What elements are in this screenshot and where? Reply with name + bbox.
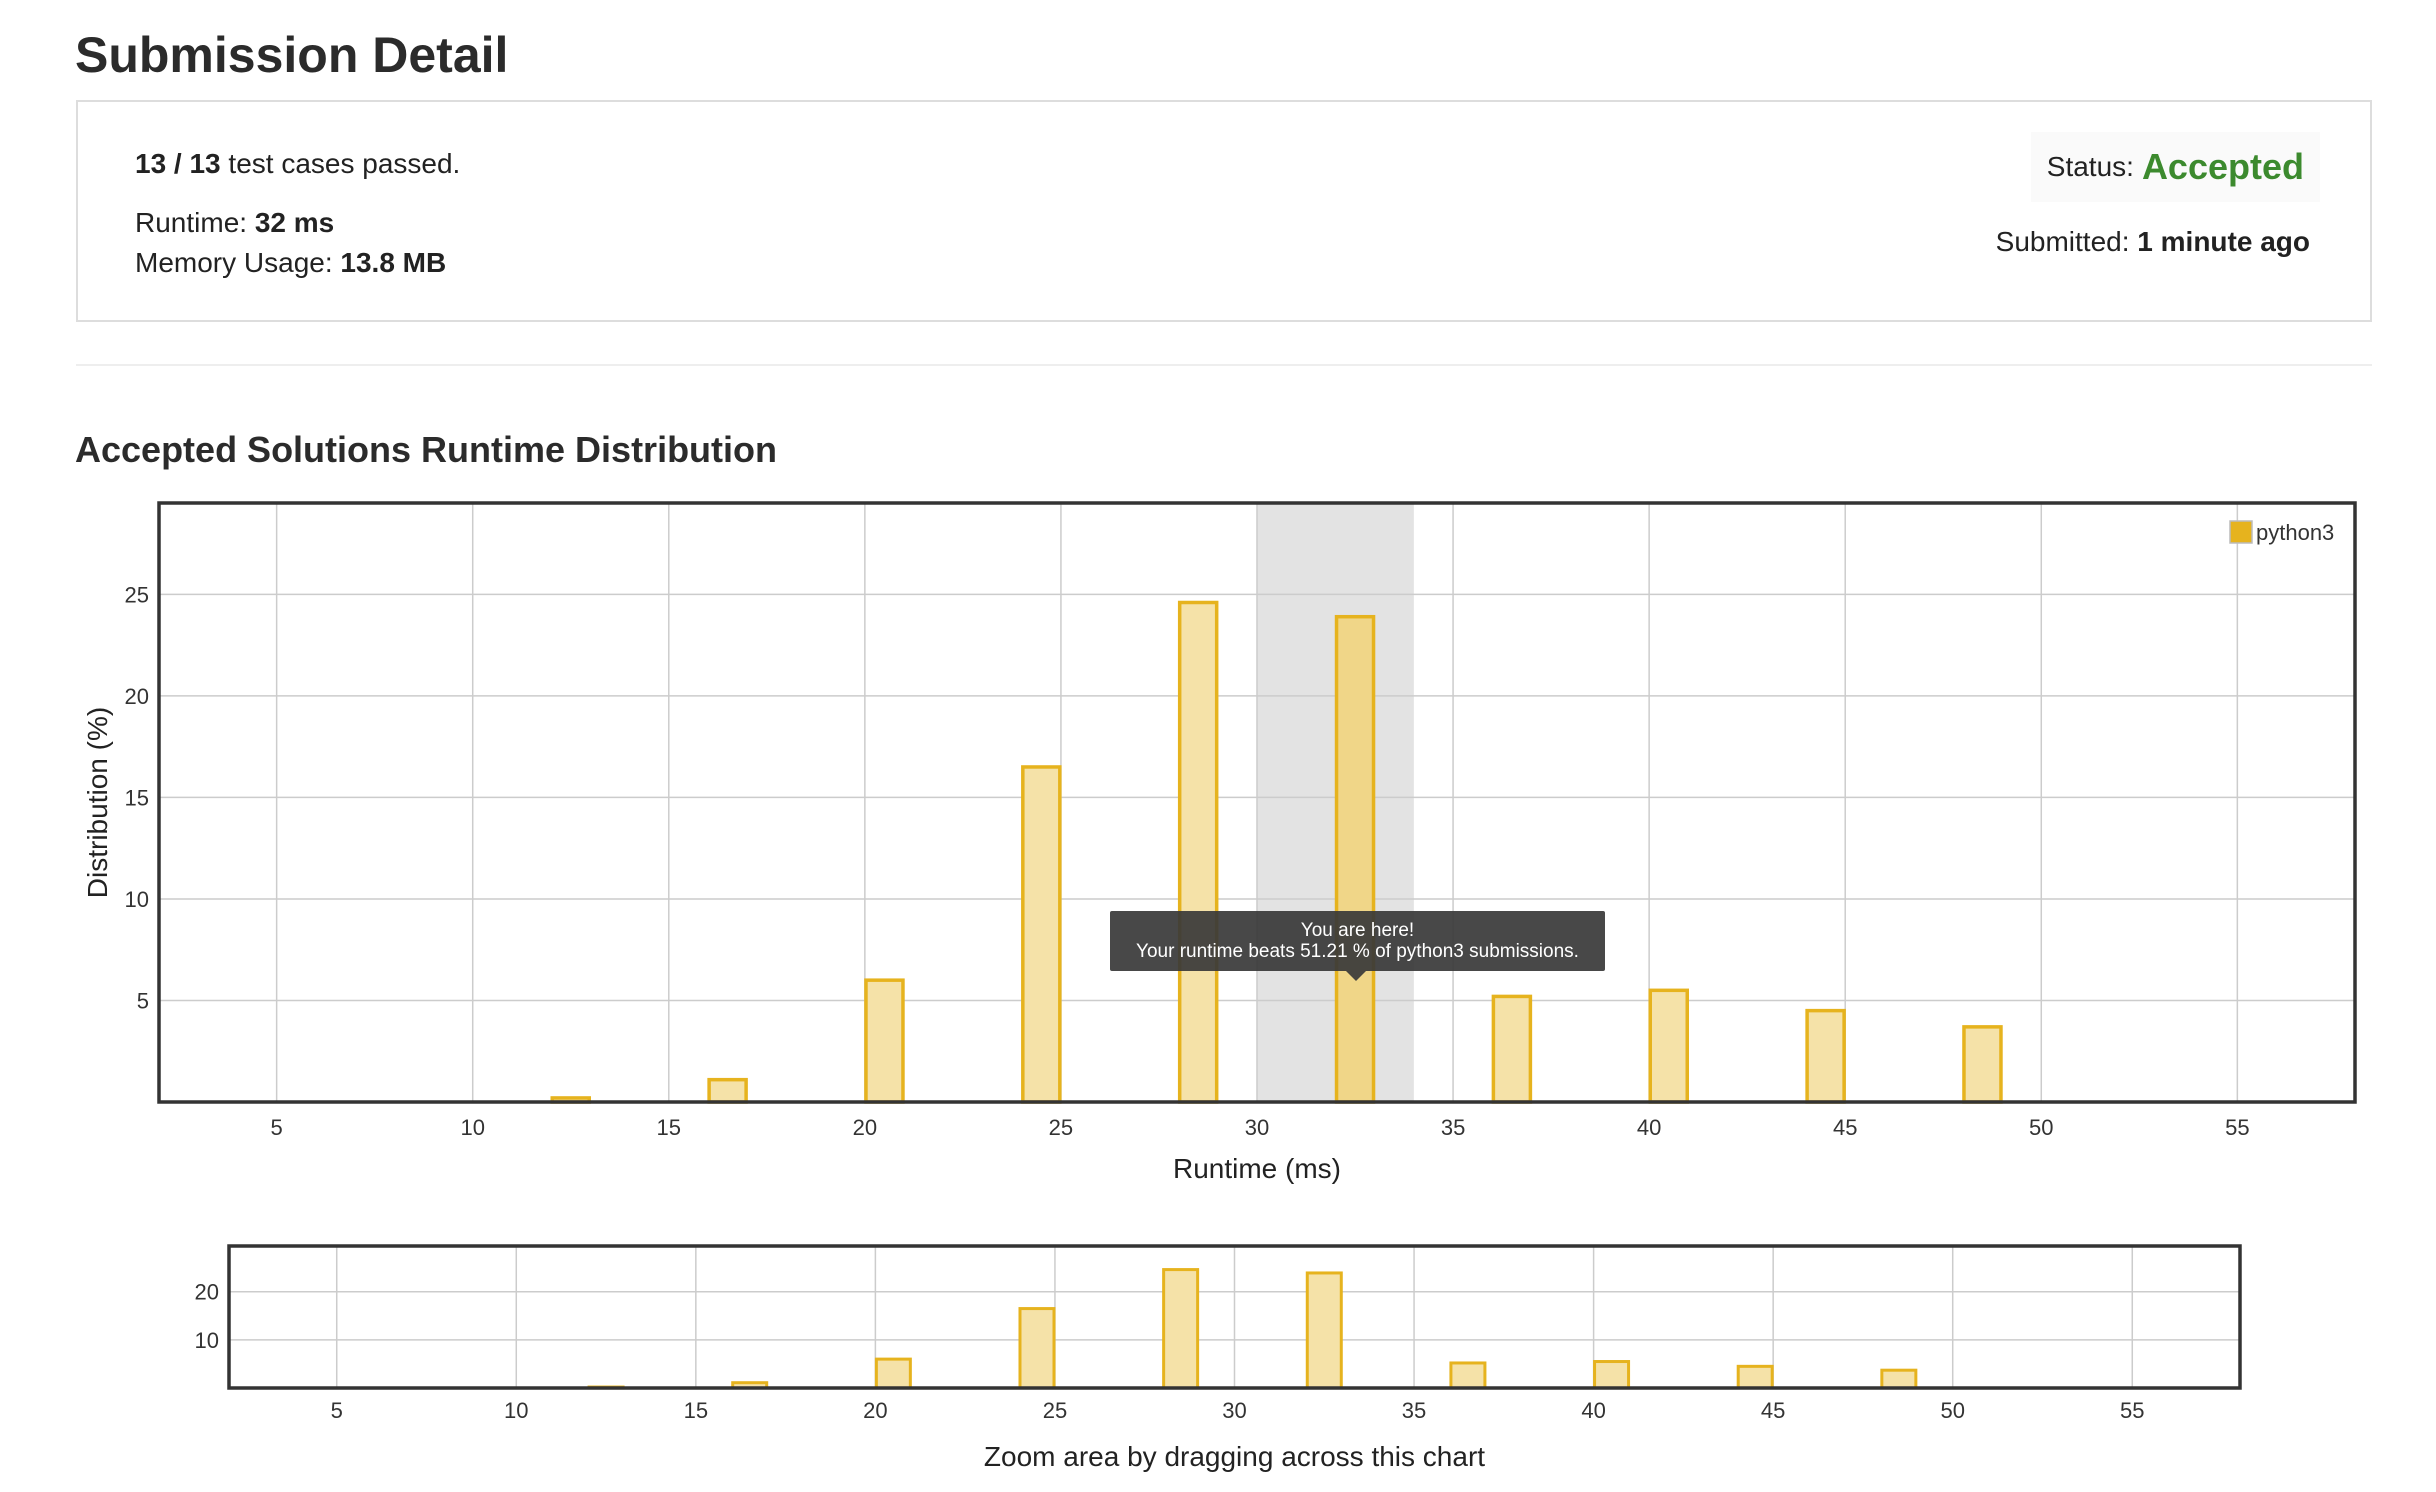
legend-label: python3 — [2256, 520, 2334, 545]
page-title: Submission Detail — [75, 27, 509, 83]
bar — [1593, 1360, 1631, 1390]
tooltip-text: Your runtime beats 51.21 % of python3 su… — [1136, 941, 1579, 962]
x-tick-label: 5 — [331, 1398, 343, 1423]
x-tick-label: 45 — [1761, 1398, 1785, 1423]
bar — [1449, 1361, 1487, 1390]
memory-stat: Memory Usage: 13.8 MB — [135, 245, 446, 281]
bar — [1021, 765, 1062, 1104]
submitted-value: 1 minute ago — [2137, 226, 2310, 257]
x-tick-label: 35 — [1441, 1115, 1465, 1140]
status-badge: Status: Accepted — [2030, 132, 2320, 202]
y-tick-label: 20 — [195, 1280, 219, 1305]
x-tick-label: 55 — [2120, 1398, 2144, 1423]
x-tick-label: 35 — [1402, 1398, 1426, 1423]
runtime-label: Runtime: — [135, 207, 255, 238]
bar — [1334, 614, 1376, 1104]
bar — [1880, 1368, 1918, 1390]
x-tick-label: 30 — [1245, 1115, 1269, 1140]
x-tick-label: 40 — [1637, 1115, 1661, 1140]
bar — [1018, 1307, 1056, 1390]
x-tick-label: 40 — [1581, 1398, 1605, 1423]
x-tick-label: 15 — [684, 1398, 708, 1423]
section-title: Accepted Solutions Runtime Distribution — [75, 429, 778, 470]
y-axis-title: Distribution (%) — [82, 707, 113, 898]
memory-label: Memory Usage: — [135, 247, 341, 278]
bar — [1305, 1271, 1343, 1390]
bar — [1805, 1008, 1846, 1104]
bar — [1491, 994, 1533, 1104]
bar — [1962, 1025, 2003, 1104]
test-cases-count: 13 / 13 — [135, 148, 221, 179]
submitted-time: Submitted: 1 minute ago — [1996, 224, 2310, 260]
plot-frame — [227, 1244, 2242, 1390]
test-cases-summary: 13 / 13 test cases passed. — [135, 146, 460, 182]
bar — [864, 978, 905, 1104]
x-tick-label: 30 — [1222, 1398, 1246, 1423]
runtime-value: 32 ms — [254, 207, 335, 238]
bar — [1648, 988, 1689, 1104]
x-tick-label: 5 — [271, 1115, 283, 1140]
bar — [1162, 1268, 1200, 1390]
submission-result-panel: 13 / 13 test cases passed. Runtime: 32 m… — [76, 100, 2372, 322]
x-tick-label: 50 — [2029, 1115, 2053, 1140]
x-tick-label: 55 — [2225, 1115, 2249, 1140]
x-tick-label: 20 — [863, 1398, 887, 1423]
section-divider — [76, 364, 2372, 366]
bar — [707, 1077, 748, 1104]
x-tick-label: 15 — [657, 1115, 681, 1140]
y-tick-label: 15 — [125, 785, 149, 810]
memory-value: 13.8 MB — [340, 247, 447, 278]
submitted-label: Submitted: — [1995, 226, 2138, 257]
you-are-here-tooltip: You are here! Your runtime beats 51.21 %… — [1110, 911, 1605, 971]
x-tick-label: 50 — [1940, 1398, 1964, 1423]
bar — [1736, 1364, 1774, 1390]
bar — [874, 1357, 912, 1390]
y-tick-label: 10 — [195, 1328, 219, 1353]
bar — [1177, 600, 1219, 1104]
tooltip-arrow-icon — [1346, 971, 1366, 981]
tooltip-title: You are here! — [1300, 920, 1415, 941]
y-tick-label: 5 — [137, 988, 149, 1013]
x-tick-label: 45 — [1833, 1115, 1857, 1140]
y-tick-label: 20 — [125, 684, 149, 709]
x-tick-label: 25 — [1043, 1398, 1067, 1423]
x-tick-label: 25 — [1049, 1115, 1073, 1140]
status-value: Accepted — [2141, 146, 2304, 187]
y-tick-label: 25 — [125, 582, 149, 607]
x-tick-label: 10 — [460, 1115, 484, 1140]
plot-frame — [157, 501, 2357, 1104]
zoom-navigator-chart[interactable]: 5 10 15 20 25 30 35 40 45 50 55 10 20 Zoom area by dr… — [195, 1244, 2242, 1472]
status-label: Status: — [2046, 151, 2134, 182]
legend-swatch — [2229, 520, 2253, 544]
runtime-stat: Runtime: 32 ms — [135, 205, 334, 241]
x-tick-label: 10 — [504, 1398, 528, 1423]
test-cases-text: test cases passed. — [220, 148, 461, 179]
x-axis-title: Zoom area by dragging across this chart — [984, 1441, 1485, 1472]
y-tick-label: 10 — [125, 887, 149, 912]
x-axis-title: Runtime (ms) — [1173, 1153, 1341, 1184]
x-tick-label: 20 — [853, 1115, 877, 1140]
